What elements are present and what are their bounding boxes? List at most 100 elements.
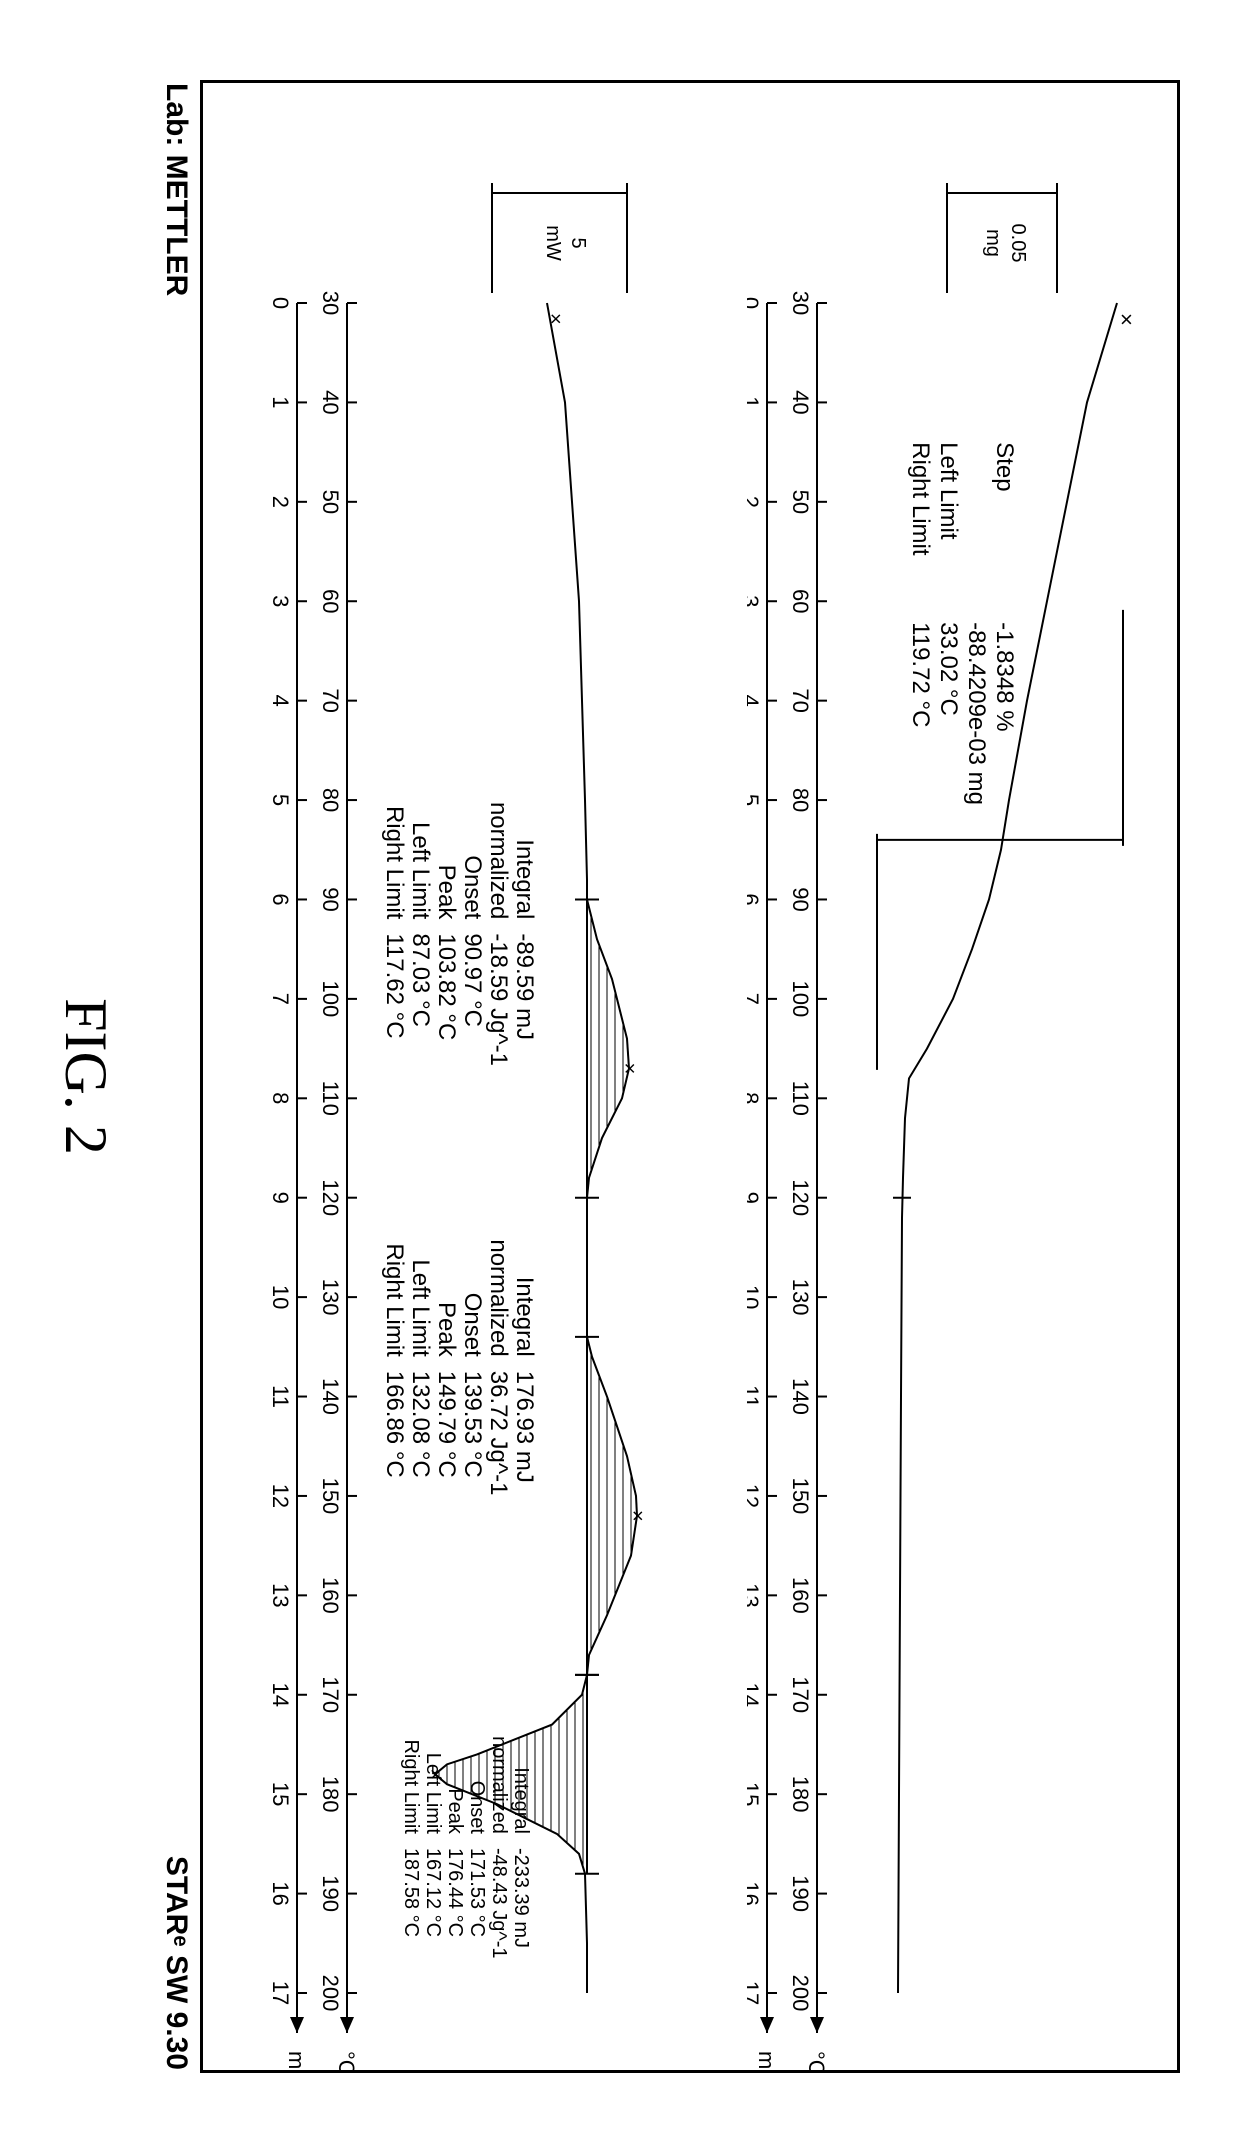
svg-text:160: 160 xyxy=(788,1577,813,1614)
svg-text:-18.59 Jg^-1: -18.59 Jg^-1 xyxy=(485,933,512,1066)
svg-text:Right Limit: Right Limit xyxy=(381,1243,408,1357)
svg-text:40: 40 xyxy=(788,390,813,414)
svg-text:200: 200 xyxy=(318,1975,343,2012)
chart-frame: 0.05 mg 30405060708090100110120130140150… xyxy=(200,80,1180,2073)
svg-text:103.82 °C: 103.82 °C xyxy=(433,933,460,1040)
svg-text:180: 180 xyxy=(318,1776,343,1813)
tga-scalebar: 0.05 mg xyxy=(947,183,1057,293)
svg-text:2: 2 xyxy=(747,496,763,508)
svg-text:Peak: Peak xyxy=(433,865,460,921)
svg-text:36.72 Jg^-1: 36.72 Jg^-1 xyxy=(485,1371,512,1496)
svg-text:-89.59 mJ: -89.59 mJ xyxy=(511,933,538,1040)
svg-text:3: 3 xyxy=(747,595,763,607)
dsc-temp-axis: 3040506070809010011012013014015016017018… xyxy=(318,291,359,2070)
svg-text:Right Limit: Right Limit xyxy=(400,1739,422,1834)
svg-text:°C: °C xyxy=(804,2051,829,2070)
svg-text:33.02 °C: 33.02 °C xyxy=(935,622,962,716)
svg-text:11: 11 xyxy=(747,1385,763,1408)
svg-text:normalized: normalized xyxy=(485,802,512,919)
figure-caption: FIG. 2 xyxy=(51,0,120,2153)
svg-text:166.86 °C: 166.86 °C xyxy=(381,1371,408,1478)
dsc-scalebar: 5 mW xyxy=(492,183,627,293)
svg-text:5: 5 xyxy=(268,794,293,806)
svg-text:50: 50 xyxy=(788,490,813,514)
svg-text:5: 5 xyxy=(747,794,763,806)
footer-software: STARᵉ SW 9.30 xyxy=(159,1856,193,2070)
svg-text:11: 11 xyxy=(268,1385,293,1408)
svg-text:80: 80 xyxy=(318,788,343,812)
svg-text:15: 15 xyxy=(747,1782,763,1806)
svg-text:10: 10 xyxy=(268,1285,293,1309)
dsc-scalebar-unit: mW xyxy=(542,225,564,261)
svg-text:Right Limit: Right Limit xyxy=(907,442,934,556)
svg-text:Peak: Peak xyxy=(433,1302,460,1358)
svg-text:12: 12 xyxy=(747,1484,763,1508)
svg-text:0: 0 xyxy=(747,297,763,309)
svg-text:132.08 °C: 132.08 °C xyxy=(407,1371,434,1478)
svg-text:1: 1 xyxy=(268,396,293,408)
dsc-panel: 5 mW ×××× 304050607080901001101201301401… xyxy=(247,83,747,2070)
svg-text:180: 180 xyxy=(788,1776,813,1813)
svg-text:Integral: Integral xyxy=(511,839,538,919)
svg-text:171.53 °C: 171.53 °C xyxy=(466,1848,488,1937)
svg-text:×: × xyxy=(544,313,566,325)
svg-text:117.62 °C: 117.62 °C xyxy=(381,933,408,1038)
svg-text:13: 13 xyxy=(268,1583,293,1607)
svg-text:9: 9 xyxy=(268,1192,293,1204)
svg-text:9: 9 xyxy=(747,1192,763,1204)
svg-text:70: 70 xyxy=(318,688,343,712)
svg-text:200: 200 xyxy=(788,1975,813,2012)
dsc-scalebar-value: 5 xyxy=(567,237,589,248)
svg-text:normalized: normalized xyxy=(485,1239,512,1356)
svg-text:×: × xyxy=(1114,313,1139,326)
svg-text:176.44 °C: 176.44 °C xyxy=(444,1848,466,1937)
svg-text:Onset: Onset xyxy=(466,1781,488,1835)
svg-text:130: 130 xyxy=(318,1279,343,1316)
svg-text:110: 110 xyxy=(318,1081,343,1116)
svg-text:Integral: Integral xyxy=(511,1277,538,1357)
svg-text:7: 7 xyxy=(747,993,763,1005)
svg-text:170: 170 xyxy=(318,1676,343,1713)
svg-text:14: 14 xyxy=(747,1683,763,1707)
svg-text:16: 16 xyxy=(268,1881,293,1905)
svg-text:6: 6 xyxy=(268,893,293,905)
svg-text:-1.8348 %: -1.8348 % xyxy=(991,622,1018,731)
svg-text:8: 8 xyxy=(747,1092,763,1104)
svg-text:160: 160 xyxy=(318,1577,343,1614)
svg-text:176.93 mJ: 176.93 mJ xyxy=(511,1371,538,1483)
svg-text:Left Limit: Left Limit xyxy=(407,1259,434,1357)
svg-text:60: 60 xyxy=(318,589,343,613)
svg-text:70: 70 xyxy=(788,688,813,712)
svg-text:4: 4 xyxy=(747,695,763,707)
svg-text:190: 190 xyxy=(318,1875,343,1912)
svg-text:normalized: normalized xyxy=(488,1736,510,1834)
svg-text:140: 140 xyxy=(318,1378,343,1415)
svg-text:Step: Step xyxy=(991,442,1018,491)
svg-text:Right Limit: Right Limit xyxy=(381,806,408,920)
svg-text:-88.4209e-03 mg: -88.4209e-03 mg xyxy=(963,622,990,805)
svg-text:-233.39 mJ: -233.39 mJ xyxy=(510,1848,532,1948)
svg-text:140: 140 xyxy=(788,1378,813,1415)
svg-text:-48.43 Jg^-1: -48.43 Jg^-1 xyxy=(488,1848,510,1959)
svg-text:min: min xyxy=(284,2051,309,2070)
svg-text:3: 3 xyxy=(268,595,293,607)
svg-text:17: 17 xyxy=(268,1981,293,2005)
svg-text:150: 150 xyxy=(318,1478,343,1515)
tga-scalebar-value: 0.05 xyxy=(1007,224,1029,263)
svg-text:7: 7 xyxy=(268,993,293,1005)
svg-text:60: 60 xyxy=(788,589,813,613)
svg-text:150: 150 xyxy=(788,1478,813,1515)
svg-text:80: 80 xyxy=(788,788,813,812)
svg-text:12: 12 xyxy=(268,1484,293,1508)
svg-text:min: min xyxy=(754,2051,779,2070)
svg-text:30: 30 xyxy=(788,291,813,315)
svg-text:6: 6 xyxy=(747,893,763,905)
dsc-time-axis: 01234567891011121314151617min xyxy=(268,297,309,2070)
svg-text:40: 40 xyxy=(318,390,343,414)
svg-text:50: 50 xyxy=(318,490,343,514)
svg-text:Left Limit: Left Limit xyxy=(407,822,434,920)
tga-panel: 0.05 mg 30405060708090100110120130140150… xyxy=(747,83,1177,2070)
svg-text:4: 4 xyxy=(268,695,293,707)
svg-text:149.79 °C: 149.79 °C xyxy=(433,1371,460,1478)
svg-text:13: 13 xyxy=(747,1583,763,1607)
